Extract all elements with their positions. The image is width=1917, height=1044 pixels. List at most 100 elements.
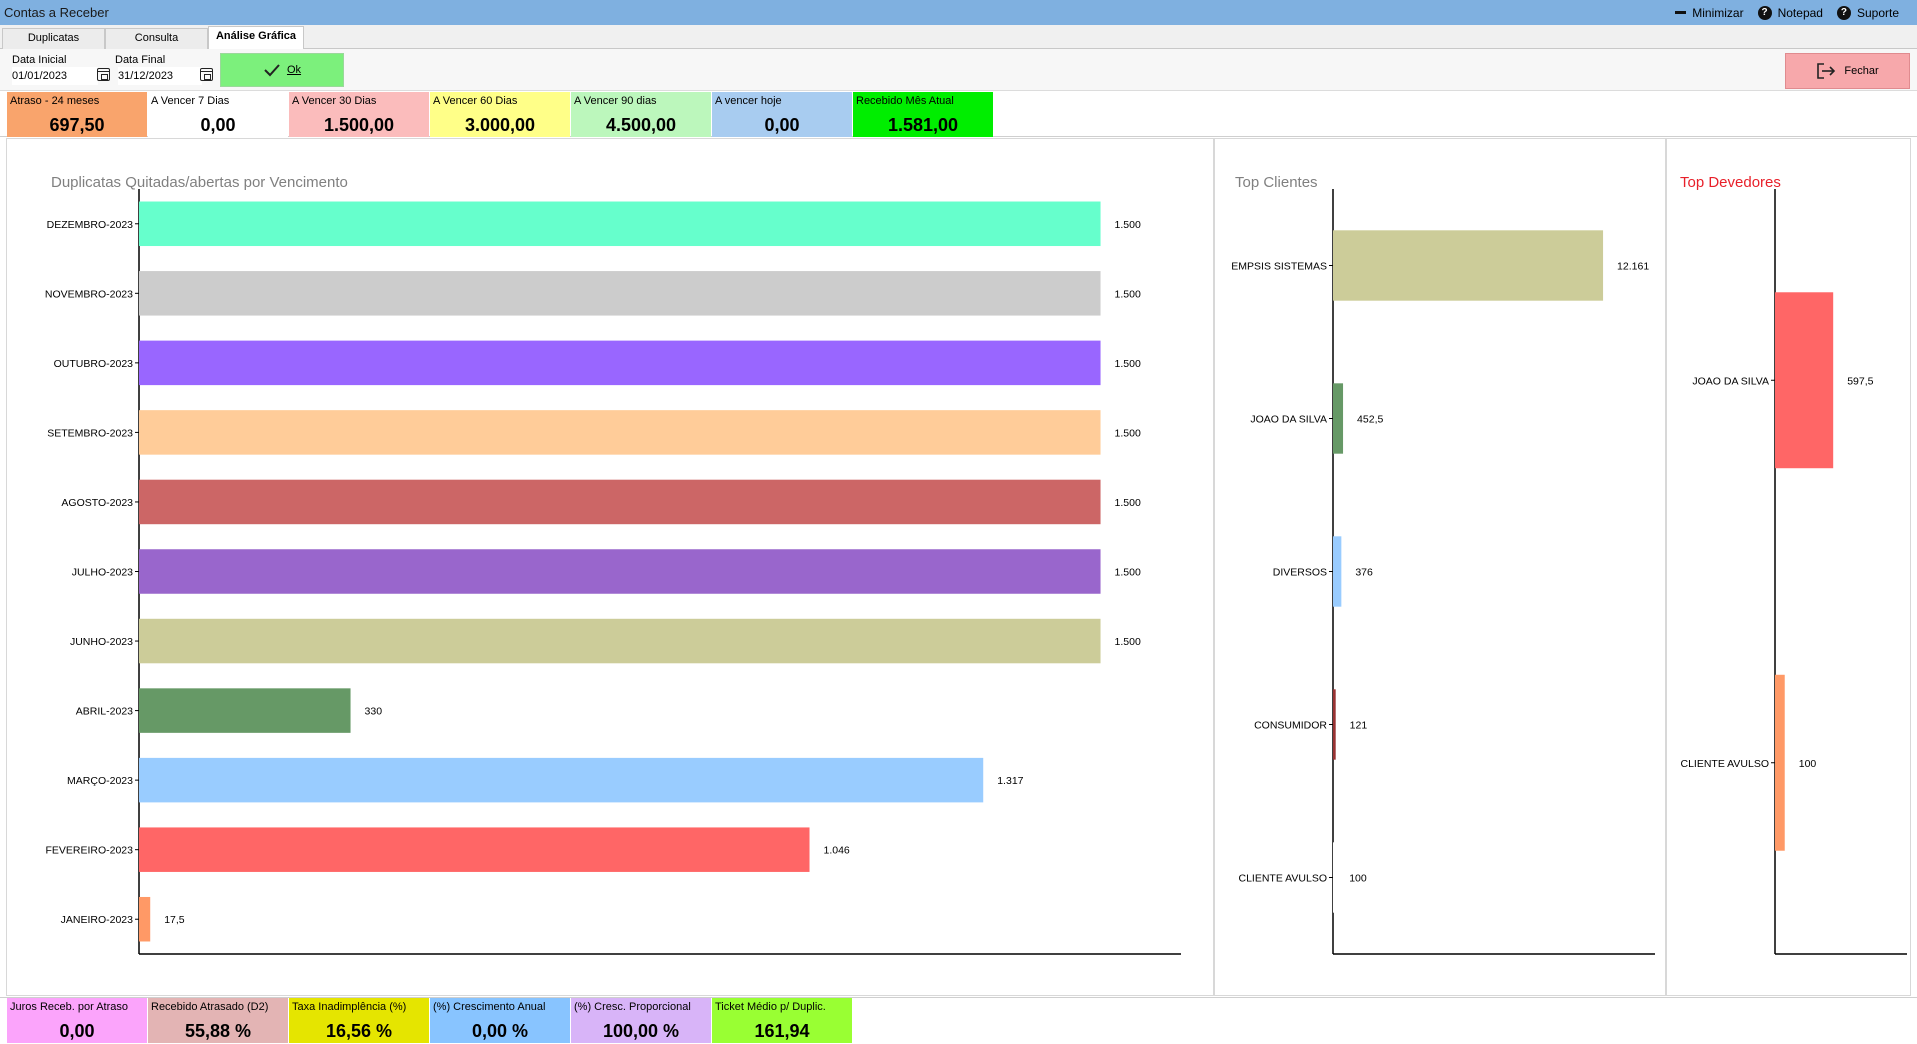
card-value: 3.000,00	[464, 115, 536, 135]
top-clientes-chart: EMPSIS SISTEMAS 12.161 JOAO DA SILVA 452,5 D…	[1231, 189, 1655, 955]
card-value: 697,50	[49, 115, 105, 135]
data-label: 12.161	[1617, 261, 1649, 273]
card-value: 0,00	[200, 115, 236, 135]
summary-card: A Vencer 30 Dias 1.500,00	[289, 92, 429, 137]
category-label: DEZEMBRO-2023	[47, 219, 134, 231]
summary-cards: Atraso - 24 meses 697,50 A Vencer 7 Dias 0,…	[0, 92, 1917, 137]
bar[interactable]	[1775, 674, 1785, 851]
card-value: 161,94	[754, 1021, 810, 1041]
top-devedores-panel: Top Devedores JOAO DA SILVA 597,5 CLIENTE …	[1666, 138, 1911, 996]
summary-card: A Vencer 7 Dias 0,00	[148, 92, 288, 137]
category-label: NOVEMBRO-2023	[45, 288, 133, 300]
indicator-card: (%) Crescimento Anual 0,00 %	[430, 998, 570, 1043]
card-value: 0,00 %	[471, 1021, 529, 1041]
ok-button[interactable]: Ok	[220, 53, 344, 87]
category-label: EMPSIS SISTEMAS	[1231, 261, 1327, 273]
bar[interactable]	[1775, 292, 1834, 469]
tab-bar: Duplicatas Consulta Análise Gráfica	[0, 25, 1917, 49]
bar[interactable]	[139, 757, 984, 803]
data-final-label: Data Final	[115, 54, 166, 66]
ok-label: Ok	[286, 64, 302, 76]
minimize-button[interactable]: Minimizar	[1675, 5, 1744, 20]
data-inicial-field[interactable]: 01/01/2023	[12, 67, 98, 85]
indicator-card: Recebido Atrasado (D2) 55,88 %	[148, 998, 288, 1043]
data-label: 1.500	[1115, 497, 1141, 509]
indicator-card: (%) Cresc. Proporcional 100,00 %	[571, 998, 711, 1043]
notepad-label: Notepad	[1777, 5, 1823, 20]
category-label: OUTUBRO-2023	[54, 358, 134, 370]
data-label: 1.500	[1115, 567, 1141, 579]
bar[interactable]	[1333, 689, 1336, 760]
card-label: A Vencer 30 Dias	[292, 95, 377, 107]
indicator-card: Juros Receb. por Atraso 0,00	[7, 998, 147, 1043]
category-label: ABRIL-2023	[76, 706, 133, 718]
card-value: 100,00 %	[602, 1021, 680, 1041]
card-label: Recebido Atrasado (D2)	[151, 1001, 269, 1013]
data-label: 452,5	[1357, 414, 1383, 426]
data-final-field[interactable]: 31/12/2023	[118, 67, 202, 85]
card-value: 0,00	[764, 115, 800, 135]
category-label: SETEMBRO-2023	[47, 427, 133, 439]
filter-bar: Data Inicial 01/01/2023 Data Final 31/12…	[0, 49, 1917, 91]
vencimento-chart: DEZEMBRO-2023 1.500 NOVEMBRO-2023 1.500 OUTU…	[45, 189, 1181, 955]
card-label: Juros Receb. por Atraso	[10, 1001, 129, 1013]
bar[interactable]	[1333, 230, 1604, 301]
summary-card: Recebido Mês Atual 1.581,00	[853, 92, 993, 137]
category-label: JOAO DA SILVA	[1692, 375, 1769, 387]
bar[interactable]	[139, 618, 1101, 664]
card-value: 4.500,00	[605, 115, 677, 135]
card-value: 1.500,00	[323, 115, 395, 135]
bar[interactable]	[139, 549, 1101, 594]
data-label: 17,5	[164, 914, 185, 926]
data-label: 100	[1349, 873, 1367, 885]
category-label: MARÇO-2023	[67, 775, 133, 787]
data-label: 121	[1350, 720, 1368, 732]
top-devedores-chart: JOAO DA SILVA 597,5 CLIENTE AVULSO 100	[1680, 189, 1907, 955]
calendar-icon[interactable]	[200, 68, 213, 81]
bar[interactable]	[139, 896, 151, 942]
bar[interactable]	[139, 688, 351, 733]
bar[interactable]	[139, 827, 810, 872]
card-label: Atraso - 24 meses	[10, 95, 100, 107]
category-label: CLIENTE AVULSO	[1238, 873, 1327, 885]
title-bar: Contas a Receber Minimizar ? Notepad ? S…	[0, 0, 1917, 25]
tab-analise-grafica[interactable]: Análise Gráfica	[208, 26, 304, 49]
fechar-button[interactable]: Fechar	[1785, 53, 1910, 89]
calendar-icon[interactable]	[97, 68, 110, 81]
summary-card: A Vencer 60 Dias 3.000,00	[430, 92, 570, 137]
data-label: 1.500	[1115, 288, 1141, 300]
summary-card: Atraso - 24 meses 697,50	[7, 92, 147, 137]
bar[interactable]	[139, 271, 1101, 316]
bar[interactable]	[139, 410, 1101, 455]
top-devedores-title: Top Devedores	[1680, 174, 1781, 191]
card-value: 55,88 %	[184, 1021, 252, 1041]
minimize-label: Minimizar	[1692, 5, 1744, 20]
card-value: 16,56 %	[325, 1021, 393, 1041]
data-label: 1.500	[1115, 219, 1141, 231]
window-title: Contas a Receber	[4, 5, 109, 20]
fechar-label: Fechar	[1844, 65, 1879, 77]
tab-duplicatas[interactable]: Duplicatas	[2, 28, 105, 49]
vencimento-panel: Duplicatas Quitadas/abertas por Vencimen…	[6, 138, 1214, 996]
support-button[interactable]: ? Suporte	[1836, 5, 1899, 20]
bar[interactable]	[1333, 383, 1344, 454]
category-label: JANEIRO-2023	[61, 914, 134, 926]
summary-card: A Vencer 90 dias 4.500,00	[571, 92, 711, 137]
bar[interactable]	[139, 340, 1101, 386]
minimize-icon	[1675, 11, 1687, 14]
chart-area: Duplicatas Quitadas/abertas por Vencimen…	[6, 138, 1911, 996]
category-label: AGOSTO-2023	[61, 497, 133, 509]
bar[interactable]	[1333, 842, 1336, 913]
card-label: A Vencer 7 Dias	[151, 95, 230, 107]
notepad-button[interactable]: ? Notepad	[1757, 5, 1823, 20]
exit-icon	[1817, 63, 1836, 79]
data-label: 1.500	[1115, 427, 1141, 439]
support-label: Suporte	[1856, 5, 1899, 20]
bar[interactable]	[139, 479, 1101, 525]
card-label: Ticket Médio p/ Duplic.	[715, 1001, 826, 1013]
tab-consulta[interactable]: Consulta	[105, 28, 208, 49]
category-label: JOAO DA SILVA	[1250, 414, 1327, 426]
bar[interactable]	[139, 201, 1101, 247]
bar[interactable]	[1333, 536, 1342, 607]
summary-card: A vencer hoje 0,00	[712, 92, 852, 137]
